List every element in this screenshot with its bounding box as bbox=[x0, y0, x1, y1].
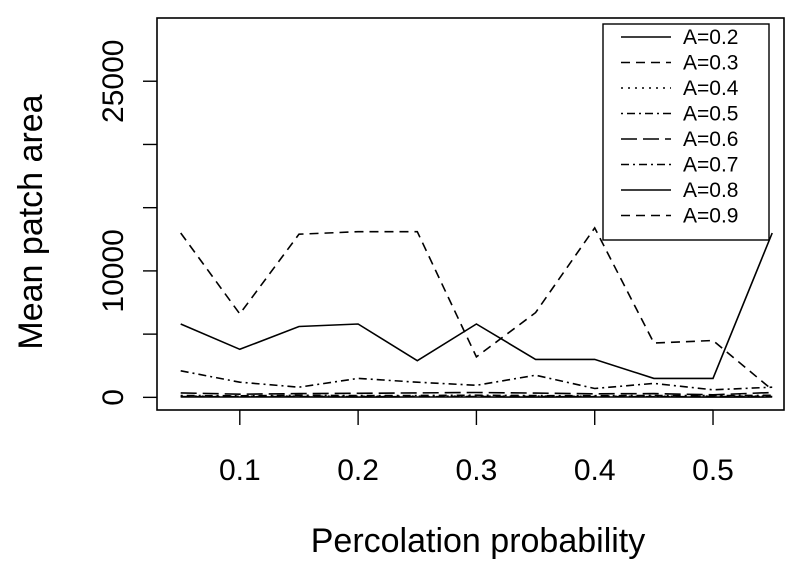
legend-label: A=0.3 bbox=[683, 52, 738, 75]
legend-label: A=0.7 bbox=[683, 154, 738, 177]
y-tick-label: 25000 bbox=[97, 40, 130, 123]
x-axis-label: Percolation probability bbox=[311, 522, 646, 560]
x-tick-label: 0.5 bbox=[692, 454, 734, 487]
y-tick-label: 0 bbox=[97, 389, 130, 406]
legend-label: A=0.8 bbox=[683, 179, 738, 202]
y-axis-label: Mean patch area bbox=[12, 94, 50, 349]
x-tick-label: 0.2 bbox=[337, 454, 379, 487]
series-line bbox=[180, 232, 773, 380]
series-line bbox=[180, 391, 773, 396]
legend-label: A=0.2 bbox=[683, 26, 738, 49]
series-line bbox=[180, 370, 773, 391]
legend-label: A=0.5 bbox=[683, 103, 738, 126]
series-line bbox=[180, 394, 773, 397]
x-tick-label: 0.1 bbox=[219, 454, 261, 487]
series-line bbox=[180, 226, 773, 391]
plot-area: 0.1 0.2 0.3 0.4 0.501000025000A=0.2A=0.3A=0.… bbox=[97, 17, 785, 487]
x-tick-label: 0.3 bbox=[456, 454, 498, 487]
x-tick-label: 0.4 bbox=[574, 454, 616, 487]
legend-label: A=0.4 bbox=[683, 77, 739, 100]
legend-label: A=0.9 bbox=[683, 205, 738, 228]
y-tick-label: 10000 bbox=[97, 229, 130, 312]
legend-label: A=0.6 bbox=[683, 128, 738, 151]
legend-box bbox=[602, 23, 770, 241]
